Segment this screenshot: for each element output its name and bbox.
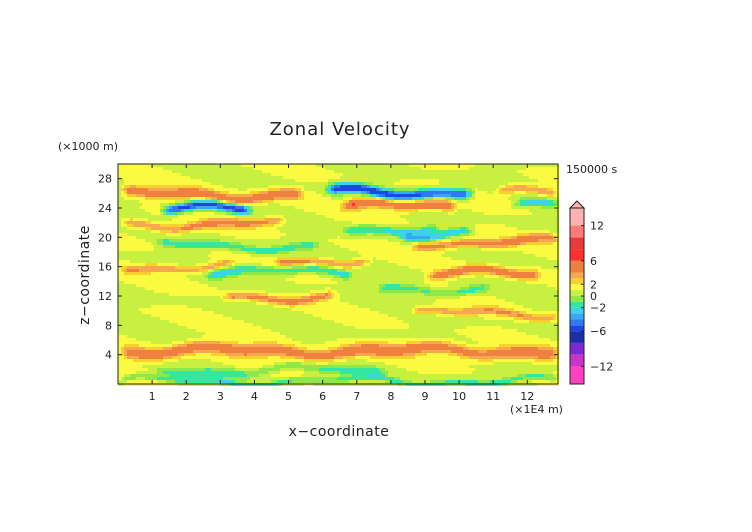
contour-fill-grid: [118, 164, 559, 386]
x-tick-label: 5: [285, 390, 292, 403]
colorbar-level: [570, 331, 584, 343]
colorbar-tick-label: −12: [590, 360, 613, 373]
colorbar-level: [570, 225, 584, 238]
colorbar-level: [570, 319, 584, 326]
x-tick-label: 11: [486, 390, 500, 403]
colorbar-tick-label: 6: [590, 255, 597, 268]
y-tick-label: 24: [98, 202, 112, 215]
x-axis-ticks: 1 2 3 4 5 6 7 8 9 10 11 12: [149, 164, 534, 403]
colorbar-level: [570, 278, 584, 285]
time-label: 150000 s: [566, 163, 617, 176]
colorbar-tick-label: −2: [590, 302, 606, 315]
x-tick-label: 9: [421, 390, 428, 403]
colorbar-level: [570, 249, 584, 261]
colorbar-level: [570, 208, 584, 226]
colorbar-tick-label: 12: [590, 220, 604, 233]
x-tick-label: 10: [452, 390, 466, 403]
colorbar-tick-label: 2: [590, 278, 597, 291]
x-tick-label: 7: [353, 390, 360, 403]
y-axis-ticks: 4 8 12 16 20 24 28: [98, 173, 558, 362]
y-unit-label: (×1000 m): [58, 140, 118, 153]
x-tick-label: 8: [387, 390, 394, 403]
chart-title: Zonal Velocity: [269, 119, 410, 140]
contour-plot-area: [117, 163, 559, 386]
colorbar-level: [570, 290, 584, 296]
y-tick-label: 28: [98, 173, 112, 186]
y-tick-label: 4: [105, 349, 112, 362]
colorbar-tick-label: 0: [590, 290, 597, 303]
y-axis-label: z−coordinate: [77, 225, 93, 325]
colorbar-level: [570, 342, 584, 355]
x-axis-label: x−coordinate: [289, 424, 390, 440]
y-tick-label: 20: [98, 231, 112, 244]
x-tick-label: 4: [251, 390, 258, 403]
x-tick-label: 2: [183, 390, 190, 403]
colorbar-level: [570, 307, 584, 314]
colorbar-level: [570, 301, 584, 308]
colorbar-level: [570, 313, 584, 320]
colorbar-tick-label: −6: [590, 325, 606, 338]
colorbar-level: [570, 354, 584, 367]
colorbar-level: [570, 284, 584, 291]
y-tick-label: 8: [105, 319, 112, 332]
x-tick-label: 1: [149, 390, 156, 403]
colorbar-level: [570, 260, 584, 273]
plot-frame: [117, 163, 559, 385]
colorbar-level: [570, 366, 584, 384]
x-tick-label: 6: [319, 390, 326, 403]
colorbar-level: [570, 237, 584, 250]
colorbar-level: [570, 272, 584, 279]
colorbar: 12 6 20−2 −6 −12: [568, 200, 613, 385]
colorbar-extend-arrow: [568, 200, 586, 209]
x-tick-label: 12: [520, 390, 534, 403]
y-tick-label: 12: [98, 290, 112, 303]
colorbar-level: [570, 325, 584, 332]
x-unit-label: (×1E4 m): [510, 403, 563, 416]
y-tick-label: 16: [98, 261, 112, 274]
x-tick-label: 3: [217, 390, 224, 403]
colorbar-level: [570, 296, 584, 302]
